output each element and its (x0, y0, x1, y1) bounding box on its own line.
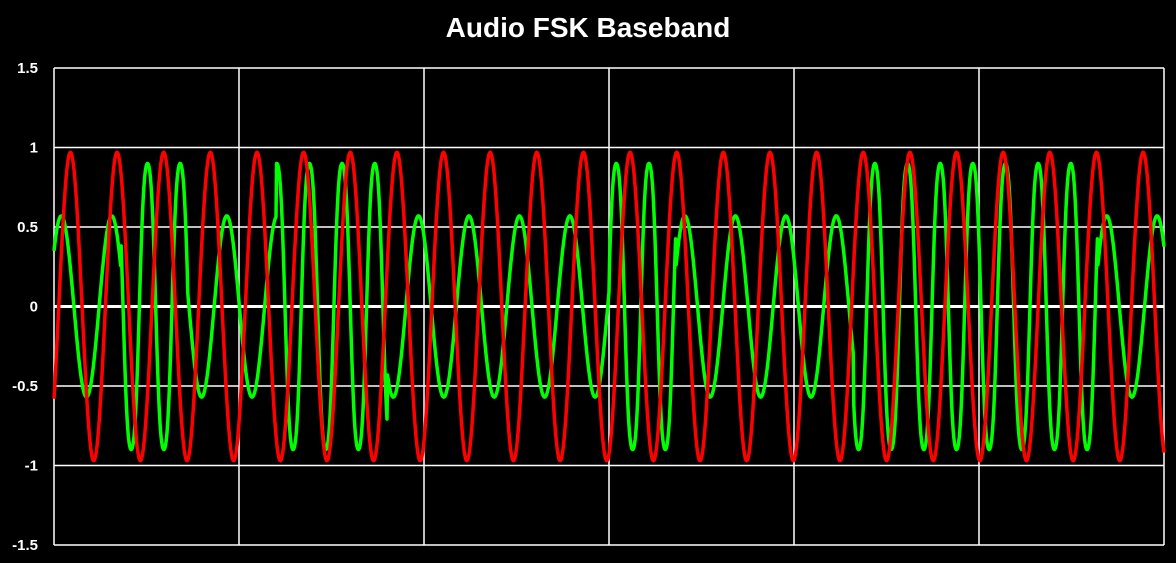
y-tick-label: 1 (30, 140, 38, 157)
y-axis-ticks: 1.5 1 0.5 0 -0.5 -1 -1.5 (12, 60, 38, 554)
y-tick-label: -1.5 (12, 537, 38, 554)
y-tick-label: 0.5 (17, 219, 38, 236)
series-layer (52, 150, 1166, 463)
y-tick-label: 1.5 (17, 60, 38, 77)
chart-title: Audio FSK Baseband (445, 12, 731, 43)
y-tick-label: -0.5 (12, 378, 38, 395)
y-tick-label: 0 (30, 299, 38, 316)
y-tick-label: -1 (25, 458, 38, 475)
series-line-red (52, 150, 1166, 463)
series-line-green (52, 161, 1166, 452)
